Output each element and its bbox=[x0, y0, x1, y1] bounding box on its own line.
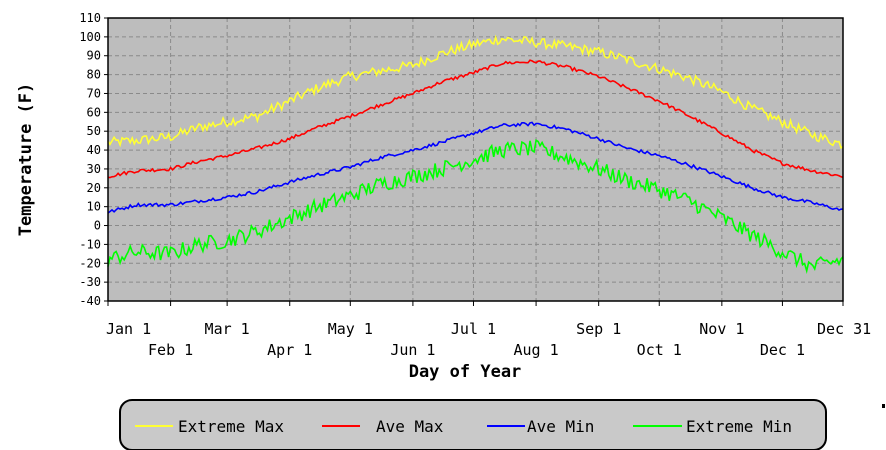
x-tick-label: Jan 1 bbox=[106, 320, 151, 338]
x-tick-label: Feb 1 bbox=[148, 341, 193, 359]
y-tick-label: 60 bbox=[87, 105, 101, 119]
edge-artifact bbox=[882, 404, 885, 408]
plot-border bbox=[107, 17, 844, 302]
y-tick-label: 0 bbox=[94, 219, 101, 233]
y-tick-label: -30 bbox=[79, 275, 101, 289]
legend-label-ave-max: Ave Max bbox=[376, 417, 444, 436]
legend-label-extreme-max: Extreme Max bbox=[178, 417, 284, 436]
x-tick-label: Jun 1 bbox=[390, 341, 435, 359]
grid-lines bbox=[107, 17, 844, 302]
y-tick-label: 110 bbox=[79, 11, 101, 25]
x-tick-label: Aug 1 bbox=[513, 341, 558, 359]
legend-box bbox=[119, 399, 827, 450]
y-tick-label: -20 bbox=[79, 256, 101, 270]
x-tick-label: May 1 bbox=[328, 320, 373, 338]
y-tick-label: -10 bbox=[79, 237, 101, 251]
legend-label-extreme-min: Extreme Min bbox=[686, 417, 792, 436]
x-axis-title: Day of Year bbox=[409, 362, 522, 382]
x-tick-label: Oct 1 bbox=[637, 341, 682, 359]
x-tick-label: Apr 1 bbox=[267, 341, 312, 359]
y-tick-label: 90 bbox=[87, 49, 101, 63]
series-line-ave-min bbox=[107, 121, 844, 214]
y-axis-title: Temperature (F) bbox=[16, 83, 36, 237]
y-tick-label: 40 bbox=[87, 143, 101, 157]
x-tick-label: Sep 1 bbox=[576, 320, 621, 338]
y-tick-label: 10 bbox=[87, 200, 101, 214]
series-line-extreme-max bbox=[107, 34, 844, 150]
series-line-ave-max bbox=[107, 59, 844, 179]
y-tick-label: 70 bbox=[87, 86, 101, 100]
x-tick-label: Nov 1 bbox=[699, 320, 744, 338]
x-tick-label: Dec 31 bbox=[817, 320, 871, 338]
legend: Extreme Max Ave Max Ave Min Extreme Min bbox=[119, 399, 827, 450]
x-tick-label: Mar 1 bbox=[205, 320, 250, 338]
series-line-extreme-min bbox=[107, 139, 844, 274]
y-tick-label: 30 bbox=[87, 162, 101, 176]
series-lines bbox=[107, 34, 844, 274]
x-tick-label: Dec 1 bbox=[760, 341, 805, 359]
y-tick-label: 80 bbox=[87, 68, 101, 82]
x-tick-label: Jul 1 bbox=[451, 320, 496, 338]
x-axis-ticks: Jan 1 Feb 1 Mar 1 Apr 1 May 1 Jun 1 Jul 1 Aug 1… bbox=[106, 301, 871, 359]
y-tick-label: 100 bbox=[79, 30, 101, 44]
y-tick-label: 50 bbox=[87, 124, 101, 138]
y-tick-label: -40 bbox=[79, 294, 101, 308]
y-tick-label: 20 bbox=[87, 181, 101, 195]
legend-label-ave-min: Ave Min bbox=[527, 417, 594, 436]
